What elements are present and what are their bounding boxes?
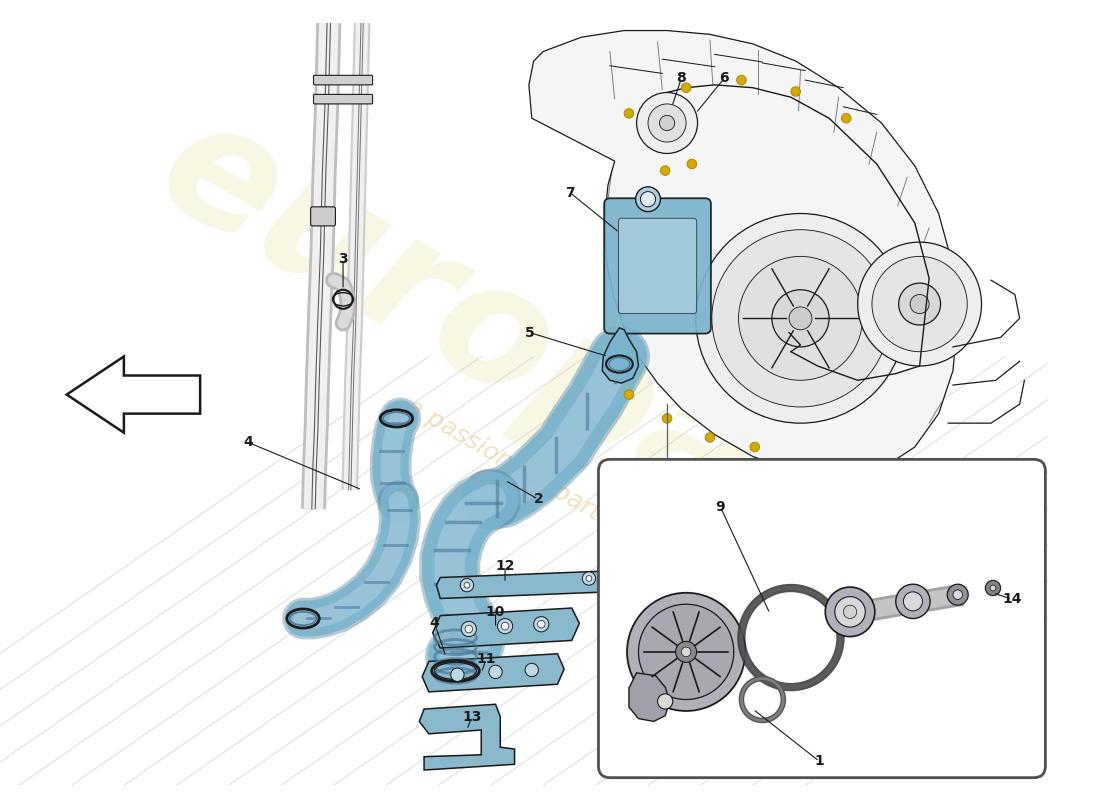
Circle shape <box>648 104 686 142</box>
Text: 6: 6 <box>719 71 729 85</box>
Circle shape <box>662 414 672 423</box>
Circle shape <box>538 621 546 628</box>
FancyBboxPatch shape <box>598 459 1045 778</box>
Circle shape <box>658 694 673 709</box>
Circle shape <box>465 625 473 633</box>
Text: europarts: europarts <box>132 84 1011 686</box>
Circle shape <box>624 390 634 399</box>
Circle shape <box>451 668 464 682</box>
Circle shape <box>705 433 715 442</box>
Circle shape <box>910 294 930 314</box>
Circle shape <box>903 592 923 611</box>
Circle shape <box>681 83 691 93</box>
Circle shape <box>640 191 656 207</box>
Text: 10: 10 <box>486 605 505 619</box>
Circle shape <box>688 159 696 169</box>
FancyBboxPatch shape <box>314 75 373 85</box>
Circle shape <box>737 75 746 85</box>
Circle shape <box>895 584 931 618</box>
Polygon shape <box>67 357 200 433</box>
Circle shape <box>750 442 759 452</box>
Circle shape <box>586 576 592 582</box>
Text: 12: 12 <box>495 559 515 573</box>
Circle shape <box>842 114 851 123</box>
Text: 5: 5 <box>525 326 535 340</box>
Polygon shape <box>603 328 638 383</box>
FancyBboxPatch shape <box>618 218 696 314</box>
Polygon shape <box>437 571 615 598</box>
Circle shape <box>624 109 634 118</box>
Circle shape <box>858 242 981 366</box>
Text: 11: 11 <box>476 653 496 666</box>
Circle shape <box>675 642 696 662</box>
Polygon shape <box>529 30 958 475</box>
Text: 4: 4 <box>430 616 439 630</box>
Circle shape <box>636 187 660 212</box>
Text: 8: 8 <box>676 71 686 85</box>
Circle shape <box>986 580 1001 596</box>
Text: 3: 3 <box>339 252 348 266</box>
Circle shape <box>582 572 595 585</box>
Text: 9: 9 <box>716 500 725 514</box>
Polygon shape <box>419 704 515 770</box>
Text: 4: 4 <box>243 435 253 450</box>
Circle shape <box>712 230 889 407</box>
Text: 13: 13 <box>462 710 482 724</box>
Circle shape <box>659 115 674 130</box>
Polygon shape <box>432 608 580 648</box>
Text: 2: 2 <box>534 492 543 506</box>
Text: 14: 14 <box>1002 593 1022 606</box>
Circle shape <box>464 582 470 588</box>
FancyBboxPatch shape <box>604 198 711 334</box>
Circle shape <box>525 663 538 677</box>
Text: 7: 7 <box>565 186 574 199</box>
Circle shape <box>872 256 967 352</box>
Circle shape <box>772 290 829 347</box>
Circle shape <box>638 604 734 699</box>
FancyBboxPatch shape <box>310 207 336 226</box>
Circle shape <box>825 587 874 637</box>
Circle shape <box>947 584 968 605</box>
Circle shape <box>695 214 905 423</box>
Circle shape <box>899 283 940 325</box>
FancyBboxPatch shape <box>314 94 373 104</box>
Circle shape <box>660 166 670 175</box>
Circle shape <box>461 622 476 637</box>
Text: 1: 1 <box>815 754 824 769</box>
Circle shape <box>844 605 857 618</box>
Circle shape <box>738 256 862 380</box>
Text: a passion for parts since 1985: a passion for parts since 1985 <box>403 394 741 604</box>
Circle shape <box>835 597 866 627</box>
Circle shape <box>497 618 513 634</box>
Circle shape <box>627 593 745 711</box>
Polygon shape <box>629 673 670 722</box>
Circle shape <box>488 666 503 678</box>
Circle shape <box>990 585 996 591</box>
Circle shape <box>637 93 697 154</box>
Circle shape <box>953 590 962 599</box>
Circle shape <box>460 578 474 592</box>
Circle shape <box>502 622 509 630</box>
Circle shape <box>681 647 691 657</box>
Circle shape <box>789 307 812 330</box>
Circle shape <box>791 86 801 96</box>
Polygon shape <box>422 654 564 692</box>
Circle shape <box>534 617 549 632</box>
